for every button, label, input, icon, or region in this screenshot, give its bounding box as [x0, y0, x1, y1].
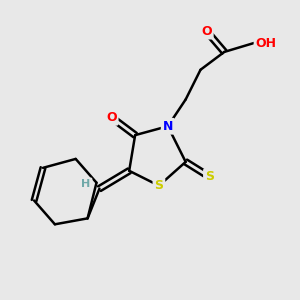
Text: O: O	[106, 111, 117, 124]
Text: OH: OH	[256, 37, 277, 50]
Text: N: N	[163, 120, 173, 133]
Text: S: S	[205, 170, 214, 183]
Text: S: S	[154, 179, 164, 192]
Text: H: H	[82, 179, 91, 189]
Text: O: O	[201, 25, 212, 38]
